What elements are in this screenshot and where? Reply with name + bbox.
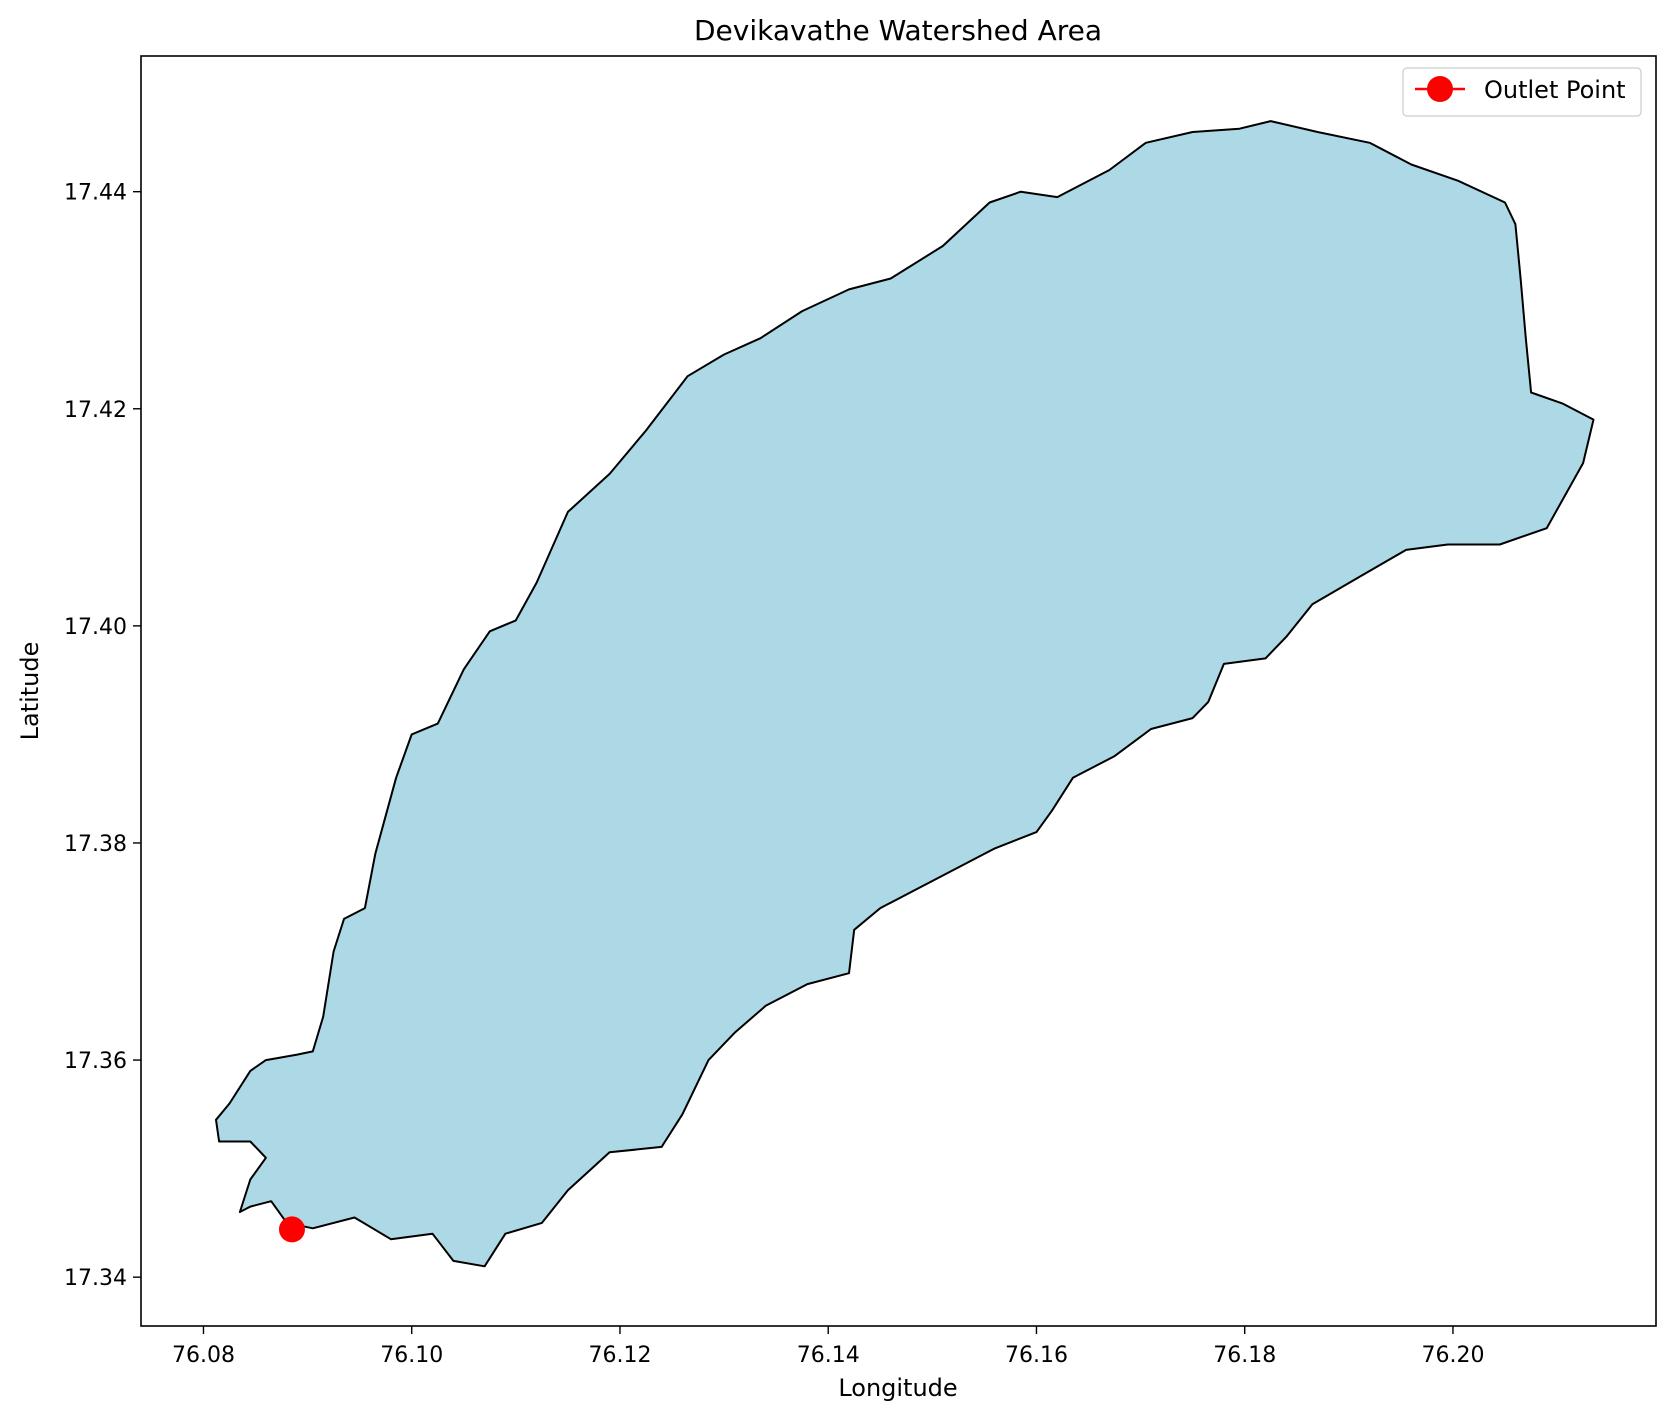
x-tick-label: 76.16 (1005, 1343, 1068, 1368)
x-tick-label: 76.12 (588, 1343, 651, 1368)
y-tick-label: 17.38 (64, 832, 127, 857)
legend-box (1402, 67, 1642, 117)
watershed-boundary (215, 120, 1595, 1268)
y-tick-label: 17.36 (64, 1049, 127, 1074)
plot-frame (140, 55, 1657, 1327)
x-tick-label: 76.18 (1213, 1343, 1276, 1368)
y-axis-label: Latitude (16, 642, 44, 741)
marker-layer (278, 1216, 305, 1243)
x-tick-label: 76.10 (380, 1343, 443, 1368)
x-tick-label: 76.14 (797, 1343, 860, 1368)
y-tick-label: 17.44 (64, 181, 127, 206)
legend-marker-swatch (1427, 76, 1453, 102)
chart-title: Devikavathe Watershed Area (694, 14, 1102, 47)
x-tick-label: 76.08 (172, 1343, 235, 1368)
x-axis-label: Longitude (838, 1374, 957, 1402)
y-tick-label: 17.42 (64, 398, 127, 423)
x-tick-label: 76.20 (1421, 1343, 1484, 1368)
y-tick-label: 17.40 (64, 615, 127, 640)
map-layer (215, 120, 1595, 1268)
legend: Outlet Point (1402, 67, 1642, 117)
y-axis: 17.34 17.36 17.38 17.40 17.42 17.44 (64, 181, 141, 1291)
legend-label-outlet-point: Outlet Point (1484, 76, 1626, 104)
outlet-point-marker (278, 1216, 305, 1243)
y-tick-label: 17.34 (64, 1266, 127, 1291)
x-axis: 76.08 76.10 76.12 76.14 76.16 76.18 76.20 (172, 1326, 1484, 1368)
